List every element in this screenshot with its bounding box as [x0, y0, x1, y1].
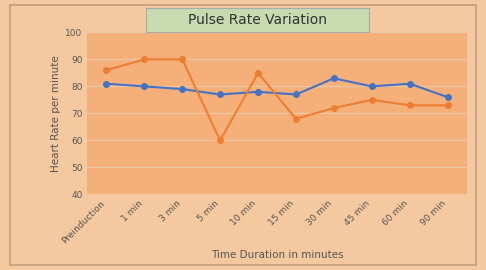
X-axis label: Time Duration in minutes: Time Duration in minutes	[211, 250, 343, 260]
Text: Pulse Rate Variation: Pulse Rate Variation	[188, 13, 327, 27]
Y-axis label: Heart Rate per minute: Heart Rate per minute	[51, 55, 61, 172]
